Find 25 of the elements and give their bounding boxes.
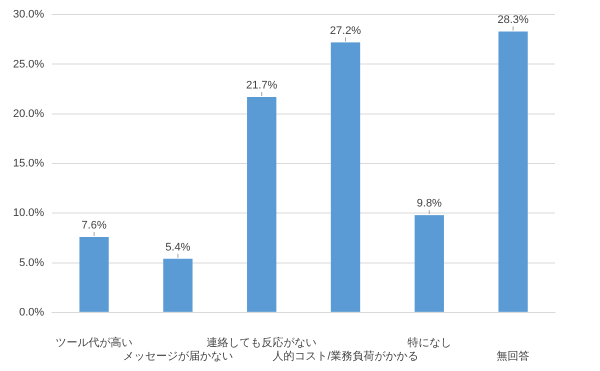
bar: [498, 31, 528, 312]
data-label: 9.8%: [416, 198, 442, 210]
y-tick-label: 0.0%: [19, 306, 44, 318]
bar: [247, 96, 276, 312]
bar: [163, 258, 193, 312]
data-label: 28.3%: [498, 14, 529, 26]
x-tick-label: メッセージが届かない: [122, 350, 233, 362]
y-tick-label: 10.0%: [12, 207, 44, 220]
bar: [79, 236, 109, 312]
x-tick-label: 連絡しても反応がない: [206, 336, 317, 350]
bar: [414, 215, 444, 312]
bar: [330, 42, 360, 312]
data-label: 21.7%: [246, 80, 278, 92]
data-label: 5.4%: [165, 241, 191, 254]
data-label: 27.2%: [330, 24, 362, 37]
x-tick-label: ツール代が高い: [56, 336, 133, 350]
y-tick-label: 30.0%: [12, 8, 44, 21]
x-tick-label: 人的コスト/業務負荷がかかる: [272, 349, 419, 362]
y-tick-label: 25.0%: [12, 58, 44, 70]
y-tick-label: 5.0%: [19, 256, 44, 269]
x-tick-label: 特になし: [407, 337, 452, 350]
y-tick-label: 15.0%: [12, 158, 44, 170]
x-tick-label: 無回答: [496, 350, 530, 362]
y-tick-label: 20.0%: [12, 108, 44, 120]
data-label: 7.6%: [82, 219, 107, 232]
